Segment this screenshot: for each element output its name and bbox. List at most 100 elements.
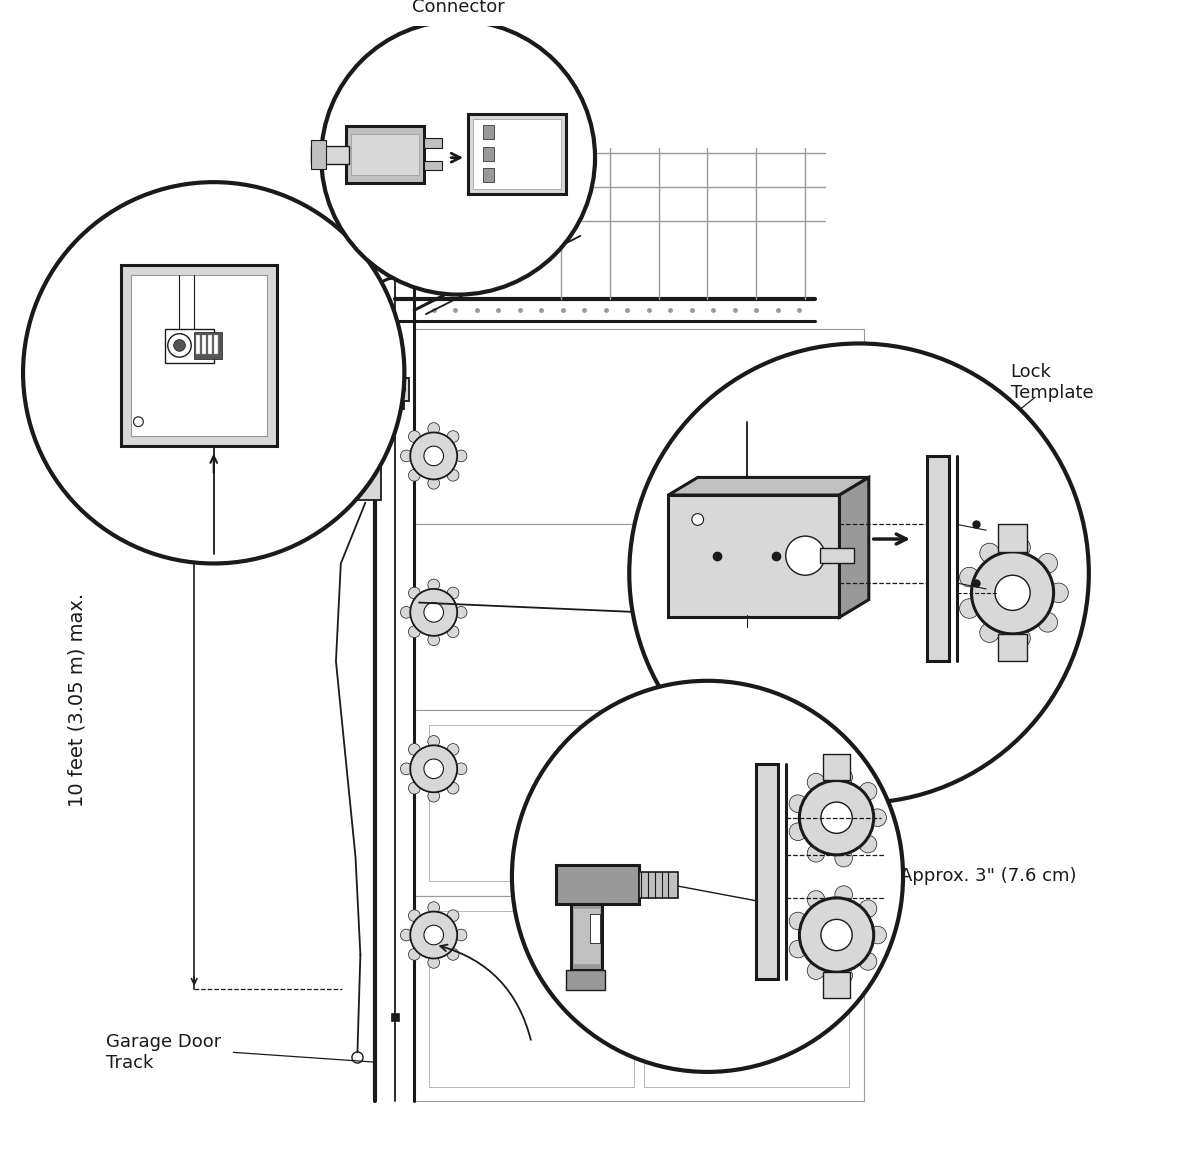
Circle shape bbox=[455, 607, 467, 618]
Circle shape bbox=[860, 836, 876, 853]
Circle shape bbox=[835, 966, 853, 984]
Circle shape bbox=[629, 343, 1089, 803]
Circle shape bbox=[789, 823, 807, 840]
Bar bbox=[429, 911, 634, 1087]
Bar bbox=[412, 605, 447, 620]
Bar bbox=[414, 710, 864, 896]
Bar bbox=[482, 126, 494, 139]
Circle shape bbox=[835, 885, 853, 903]
Circle shape bbox=[400, 607, 412, 618]
Text: Lock
Template: Lock Template bbox=[1010, 363, 1094, 402]
Circle shape bbox=[980, 623, 999, 643]
Circle shape bbox=[807, 962, 825, 979]
Circle shape bbox=[455, 450, 467, 461]
Circle shape bbox=[411, 746, 457, 792]
Circle shape bbox=[789, 912, 807, 929]
Circle shape bbox=[448, 743, 458, 755]
Circle shape bbox=[427, 579, 439, 591]
Bar bbox=[823, 754, 850, 779]
Circle shape bbox=[691, 513, 703, 525]
Circle shape bbox=[960, 599, 979, 618]
Circle shape bbox=[821, 802, 853, 833]
Circle shape bbox=[427, 633, 439, 645]
Bar bbox=[424, 139, 442, 148]
Bar bbox=[344, 407, 381, 499]
Bar bbox=[350, 412, 375, 436]
Bar bbox=[998, 633, 1027, 661]
Circle shape bbox=[807, 890, 825, 909]
Polygon shape bbox=[669, 477, 869, 495]
Bar bbox=[412, 761, 447, 777]
Circle shape bbox=[400, 929, 412, 941]
Circle shape bbox=[448, 783, 458, 794]
Bar bbox=[412, 927, 447, 943]
Bar bbox=[414, 328, 864, 525]
Circle shape bbox=[448, 625, 458, 638]
Text: Approx. 3" (7.6 cm): Approx. 3" (7.6 cm) bbox=[900, 867, 1077, 885]
Circle shape bbox=[972, 551, 1053, 633]
Circle shape bbox=[23, 183, 405, 563]
Bar bbox=[482, 169, 494, 183]
Bar bbox=[823, 972, 850, 998]
Circle shape bbox=[860, 899, 876, 918]
Bar bbox=[820, 548, 854, 563]
Circle shape bbox=[835, 850, 853, 867]
Circle shape bbox=[427, 423, 439, 435]
Circle shape bbox=[408, 783, 420, 794]
Bar bbox=[351, 134, 419, 176]
Circle shape bbox=[424, 759, 443, 779]
Bar bbox=[390, 1014, 399, 1021]
Bar bbox=[340, 387, 405, 409]
Circle shape bbox=[789, 940, 807, 958]
Circle shape bbox=[1011, 538, 1030, 557]
Circle shape bbox=[173, 340, 185, 351]
Bar bbox=[424, 161, 442, 170]
Text: Bell
Wire: Bell Wire bbox=[223, 519, 267, 561]
Circle shape bbox=[400, 450, 412, 461]
Circle shape bbox=[448, 949, 458, 961]
Circle shape bbox=[1038, 554, 1058, 573]
Bar bbox=[566, 970, 605, 990]
Bar bbox=[165, 328, 214, 363]
Circle shape bbox=[321, 21, 595, 295]
Bar bbox=[998, 525, 1027, 551]
Bar bbox=[644, 911, 849, 1087]
Bar bbox=[571, 904, 602, 970]
Bar bbox=[312, 146, 349, 163]
Circle shape bbox=[408, 949, 420, 961]
Circle shape bbox=[448, 469, 458, 481]
Bar bbox=[346, 126, 424, 183]
Bar bbox=[756, 764, 777, 979]
Circle shape bbox=[786, 536, 825, 576]
Polygon shape bbox=[839, 477, 869, 617]
Bar bbox=[336, 378, 410, 401]
Circle shape bbox=[1048, 583, 1069, 602]
Circle shape bbox=[821, 919, 853, 950]
Circle shape bbox=[427, 477, 439, 489]
Circle shape bbox=[448, 431, 458, 443]
Circle shape bbox=[424, 925, 443, 944]
Bar bbox=[414, 896, 864, 1102]
Bar bbox=[482, 147, 494, 161]
Circle shape bbox=[455, 763, 467, 775]
Bar bbox=[208, 335, 211, 354]
Circle shape bbox=[800, 780, 874, 854]
Circle shape bbox=[411, 588, 457, 636]
Circle shape bbox=[424, 446, 443, 466]
Circle shape bbox=[1011, 628, 1030, 647]
Circle shape bbox=[427, 735, 439, 747]
Circle shape bbox=[512, 681, 903, 1072]
Circle shape bbox=[807, 844, 825, 862]
Bar bbox=[669, 495, 839, 617]
Circle shape bbox=[411, 432, 457, 480]
Bar bbox=[214, 335, 217, 354]
Circle shape bbox=[408, 910, 420, 921]
Circle shape bbox=[807, 773, 825, 791]
Circle shape bbox=[448, 587, 458, 599]
Bar bbox=[590, 913, 599, 943]
Bar bbox=[312, 140, 326, 170]
Circle shape bbox=[168, 334, 191, 357]
Circle shape bbox=[980, 543, 999, 563]
Bar bbox=[644, 725, 849, 881]
Circle shape bbox=[411, 912, 457, 958]
